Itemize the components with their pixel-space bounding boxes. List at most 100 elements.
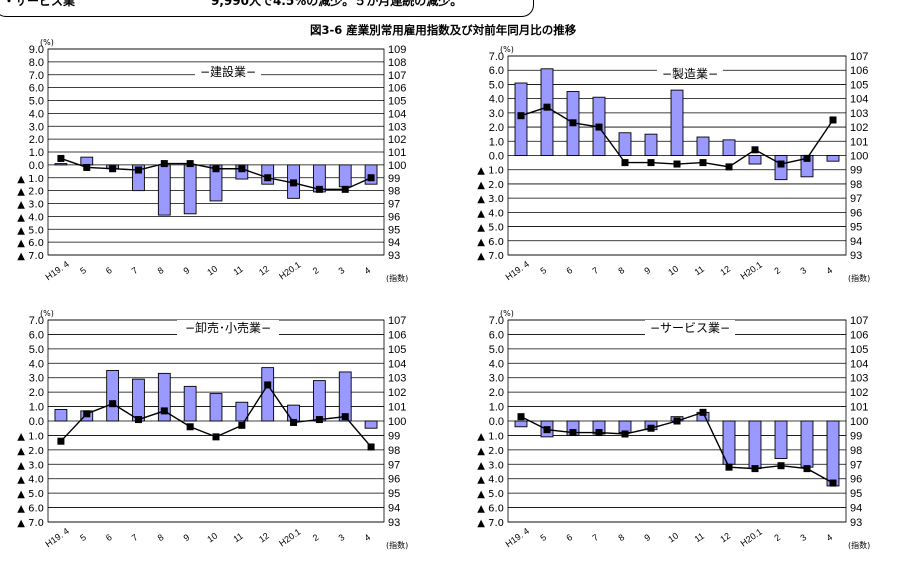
x-tick-label: 7: [130, 265, 140, 276]
y-tick-label-right: 94: [388, 237, 400, 249]
y-tick-label-left: ▲ 2.0: [17, 446, 44, 457]
y-tick-label-right: 104: [388, 358, 406, 370]
bar: [262, 368, 274, 421]
y-tick-label-right: 107: [850, 315, 868, 327]
y-tick-label-right: 104: [850, 94, 868, 106]
y-tick-label-left: 4.0: [29, 108, 44, 120]
y-tick-label-left: ▲ 1.0: [17, 431, 44, 442]
y-tick-label-left: 8.0: [29, 57, 44, 69]
y-tick-label-right: 95: [388, 488, 400, 500]
y-tick-label-left: 5.0: [29, 344, 44, 356]
x-tick-label: 9: [642, 532, 652, 543]
x-tick-label: 8: [156, 532, 166, 543]
line-marker: [83, 164, 90, 171]
bar: [288, 405, 300, 421]
y-tick-label-right: 96: [850, 474, 862, 486]
line-marker: [135, 416, 142, 423]
y-tick-label-left: ▲ 6.0: [477, 504, 504, 515]
line-marker: [264, 381, 271, 388]
y-tick-label-left: 5.0: [489, 344, 504, 356]
y-tick-label-right: 94: [388, 503, 400, 515]
x-tick-label: 6: [564, 265, 574, 276]
bar: [775, 421, 787, 459]
line-marker: [778, 161, 785, 168]
y-tick-label-left: ▲ 3.0: [17, 460, 44, 471]
x-tick-label: 8: [156, 265, 166, 276]
bar: [827, 156, 839, 162]
x-tick-label: 5: [538, 532, 548, 543]
y-tick-label-left: ▲ 7.0: [17, 518, 44, 529]
bar: [827, 421, 839, 486]
y-tick-label-right: 99: [388, 430, 400, 442]
line-marker: [752, 146, 759, 153]
bar: [184, 386, 196, 421]
x-tick-label: 3: [798, 532, 808, 543]
x-tick-label: 5: [78, 265, 88, 276]
x-tick-label: 2: [311, 265, 321, 276]
bar: [697, 137, 709, 155]
bar: [645, 134, 657, 155]
x-tick-label: 10: [205, 531, 219, 545]
line-marker: [109, 165, 116, 172]
y-tick-label-right: 97: [388, 459, 400, 471]
bar: [515, 421, 527, 427]
y-tick-label-left: 3.0: [29, 121, 44, 133]
y-tick-label-left: ▲ 6.0: [17, 238, 44, 249]
y-tick-label-right: 104: [388, 108, 406, 120]
y-tick-label-right: 98: [388, 445, 400, 457]
chart-title: −サービス業−: [650, 321, 730, 335]
y-tick-label-right: 96: [388, 211, 400, 223]
y-tick-label-left: ▲ 4.0: [17, 212, 44, 223]
y-tick-label-left: 6.0: [29, 83, 44, 95]
y-tick-label-left: 2.0: [489, 122, 504, 134]
line-marker: [570, 429, 577, 436]
x-tick-label: 6: [104, 265, 114, 276]
y-tick-label-left: ▲ 6.0: [477, 237, 504, 248]
y-tick-label-right: 101: [388, 147, 406, 159]
y-tick-label-right: 97: [850, 193, 862, 205]
y-tick-label-right: 103: [850, 373, 868, 385]
y-tick-label-left: ▲ 2.0: [477, 180, 504, 191]
y-tick-label-left: 5.0: [489, 79, 504, 91]
x-tick-label: 4: [824, 265, 834, 276]
x-tick-label: 7: [590, 532, 600, 543]
y-tick-label-right: 101: [850, 136, 868, 148]
x-tick-label: 2: [772, 265, 782, 276]
x-tick-label: 4: [824, 532, 834, 543]
x-tick-label: H19. 4: [504, 526, 531, 549]
bar: [81, 157, 93, 165]
line-marker: [213, 433, 220, 440]
line-marker: [570, 119, 577, 126]
left-unit-label: (%): [500, 45, 514, 54]
chart-title: −卸売･小売業−: [185, 320, 271, 335]
x-tick-label: 3: [337, 265, 347, 276]
x-tick-label: 12: [718, 531, 732, 545]
y-tick-label-left: ▲ 5.0: [17, 489, 44, 500]
y-tick-label-left: 6.0: [489, 65, 504, 77]
bar: [541, 69, 553, 156]
bar: [55, 409, 67, 421]
x-tick-label: 12: [257, 531, 271, 545]
y-tick-label-left: 1.0: [29, 402, 44, 414]
bar: [210, 394, 222, 421]
y-tick-label-left: ▲ 1.0: [477, 166, 504, 177]
line-marker: [700, 159, 707, 166]
x-tick-label: 12: [257, 264, 271, 278]
line-marker: [187, 160, 194, 167]
y-tick-label-left: 4.0: [29, 358, 44, 370]
y-tick-label-left: 0.0: [29, 416, 44, 428]
x-tick-label: H20.1: [739, 527, 764, 549]
line-marker: [213, 165, 220, 172]
line-marker: [622, 430, 629, 437]
line-marker: [648, 159, 655, 166]
right-unit-label: (指数): [386, 540, 408, 550]
y-tick-label-right: 108: [388, 57, 406, 69]
y-tick-label-right: 103: [388, 373, 406, 385]
x-tick-label: 10: [666, 531, 680, 545]
y-tick-label-left: ▲ 3.0: [477, 460, 504, 471]
y-tick-label-left: 1.0: [489, 402, 504, 414]
x-tick-label: H20.1: [739, 260, 764, 282]
line-marker: [674, 161, 681, 168]
x-tick-label: 5: [538, 265, 548, 276]
line-marker: [726, 464, 733, 471]
